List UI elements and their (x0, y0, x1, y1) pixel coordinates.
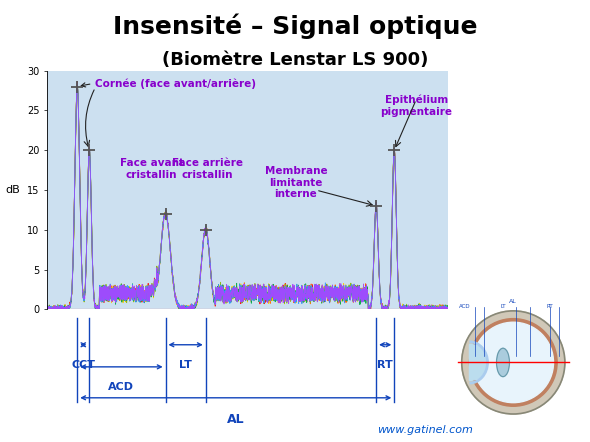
Text: Face arrière
cristallin: Face arrière cristallin (172, 158, 243, 180)
Text: Epithélium
pigmentaire: Epithélium pigmentaire (381, 95, 453, 117)
Text: CCT: CCT (71, 360, 96, 370)
Text: (Biomètre Lenstar LS 900): (Biomètre Lenstar LS 900) (162, 51, 428, 69)
Text: Membrane
limitante
interne: Membrane limitante interne (265, 166, 327, 199)
Text: AL: AL (509, 299, 517, 304)
Wedge shape (470, 344, 487, 381)
Circle shape (462, 311, 565, 414)
Text: ACD: ACD (109, 382, 135, 392)
Text: RT: RT (378, 360, 393, 370)
Ellipse shape (497, 348, 509, 377)
Text: Insensité – Signal optique: Insensité – Signal optique (113, 13, 477, 39)
Circle shape (470, 319, 557, 406)
Y-axis label: dB: dB (6, 185, 21, 195)
Text: AL: AL (227, 413, 245, 426)
Text: ACD: ACD (458, 304, 470, 309)
Text: Face avant
cristallin: Face avant cristallin (120, 158, 183, 180)
Text: www.gatinel.com: www.gatinel.com (377, 425, 473, 435)
Circle shape (473, 322, 553, 403)
Text: LT: LT (500, 304, 506, 309)
Text: Cornée (face avant/arrière): Cornée (face avant/arrière) (81, 79, 256, 89)
Text: RT: RT (546, 304, 553, 309)
Text: LT: LT (179, 360, 192, 370)
